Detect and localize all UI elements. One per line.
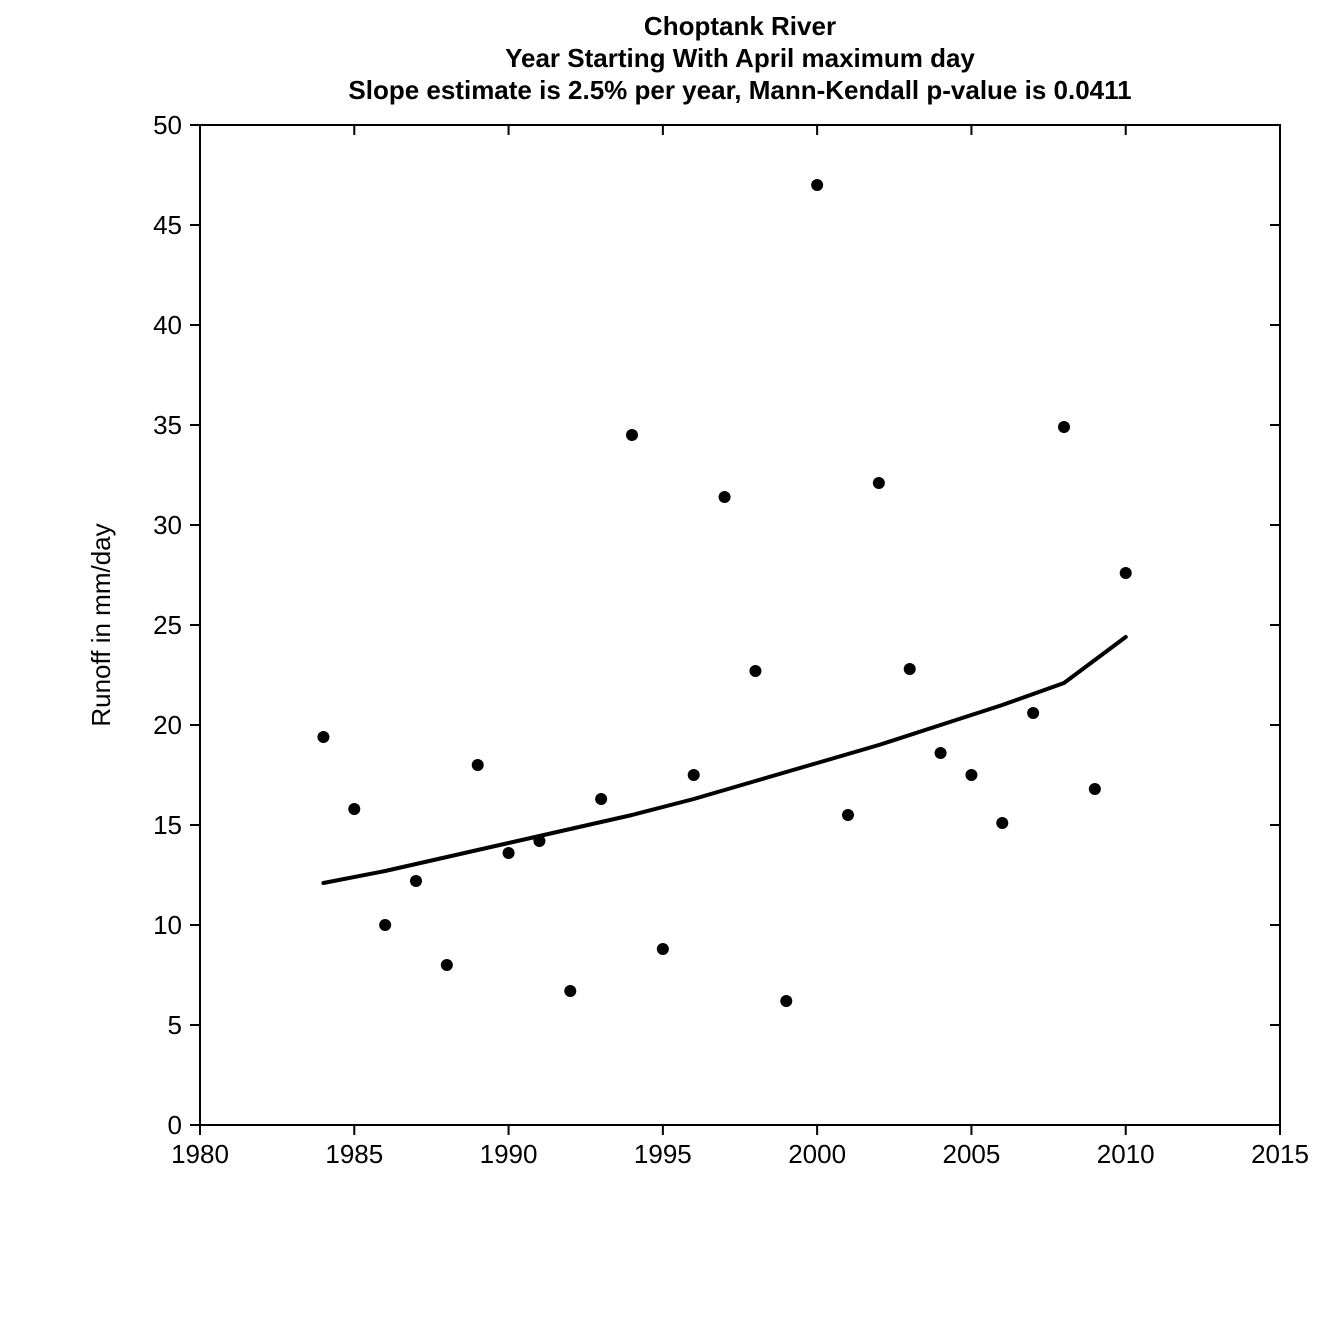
chart-title-line-0: Choptank River bbox=[644, 11, 836, 41]
data-point bbox=[441, 959, 453, 971]
y-tick-label: 35 bbox=[153, 410, 182, 440]
data-point bbox=[626, 429, 638, 441]
x-tick-label: 1985 bbox=[325, 1139, 383, 1169]
data-point bbox=[472, 759, 484, 771]
x-tick-label: 2015 bbox=[1251, 1139, 1309, 1169]
data-point bbox=[348, 803, 360, 815]
x-tick-label: 1980 bbox=[171, 1139, 229, 1169]
data-point bbox=[595, 793, 607, 805]
data-point bbox=[1120, 567, 1132, 579]
y-tick-label: 50 bbox=[153, 110, 182, 140]
y-tick-label: 40 bbox=[153, 310, 182, 340]
data-point bbox=[1027, 707, 1039, 719]
y-tick-label: 25 bbox=[153, 610, 182, 640]
data-point bbox=[317, 731, 329, 743]
data-point bbox=[1089, 783, 1101, 795]
data-point bbox=[842, 809, 854, 821]
data-point bbox=[533, 835, 545, 847]
data-point bbox=[935, 747, 947, 759]
data-point bbox=[904, 663, 916, 675]
data-point bbox=[996, 817, 1008, 829]
data-point bbox=[688, 769, 700, 781]
data-point bbox=[873, 477, 885, 489]
y-tick-label: 5 bbox=[168, 1010, 182, 1040]
y-tick-label: 30 bbox=[153, 510, 182, 540]
data-point bbox=[410, 875, 422, 887]
x-tick-label: 1990 bbox=[480, 1139, 538, 1169]
y-axis-label: Runoff in mm/day bbox=[86, 523, 116, 726]
y-tick-label: 20 bbox=[153, 710, 182, 740]
chart-title-line-1: Year Starting With April maximum day bbox=[505, 43, 975, 73]
y-tick-label: 15 bbox=[153, 810, 182, 840]
y-tick-label: 0 bbox=[168, 1110, 182, 1140]
data-point bbox=[965, 769, 977, 781]
y-tick-label: 45 bbox=[153, 210, 182, 240]
data-point bbox=[379, 919, 391, 931]
chart-title-line-2: Slope estimate is 2.5% per year, Mann-Ke… bbox=[348, 75, 1131, 105]
data-point bbox=[811, 179, 823, 191]
chart-container: Choptank RiverYear Starting With April m… bbox=[0, 0, 1344, 1344]
data-point bbox=[564, 985, 576, 997]
x-tick-label: 2010 bbox=[1097, 1139, 1155, 1169]
x-tick-label: 2000 bbox=[788, 1139, 846, 1169]
x-tick-label: 1995 bbox=[634, 1139, 692, 1169]
data-point bbox=[719, 491, 731, 503]
scatter-chart: Choptank RiverYear Starting With April m… bbox=[0, 0, 1344, 1344]
data-point bbox=[657, 943, 669, 955]
data-point bbox=[749, 665, 761, 677]
data-point bbox=[780, 995, 792, 1007]
data-point bbox=[503, 847, 515, 859]
x-tick-label: 2005 bbox=[943, 1139, 1001, 1169]
data-point bbox=[1058, 421, 1070, 433]
y-tick-label: 10 bbox=[153, 910, 182, 940]
